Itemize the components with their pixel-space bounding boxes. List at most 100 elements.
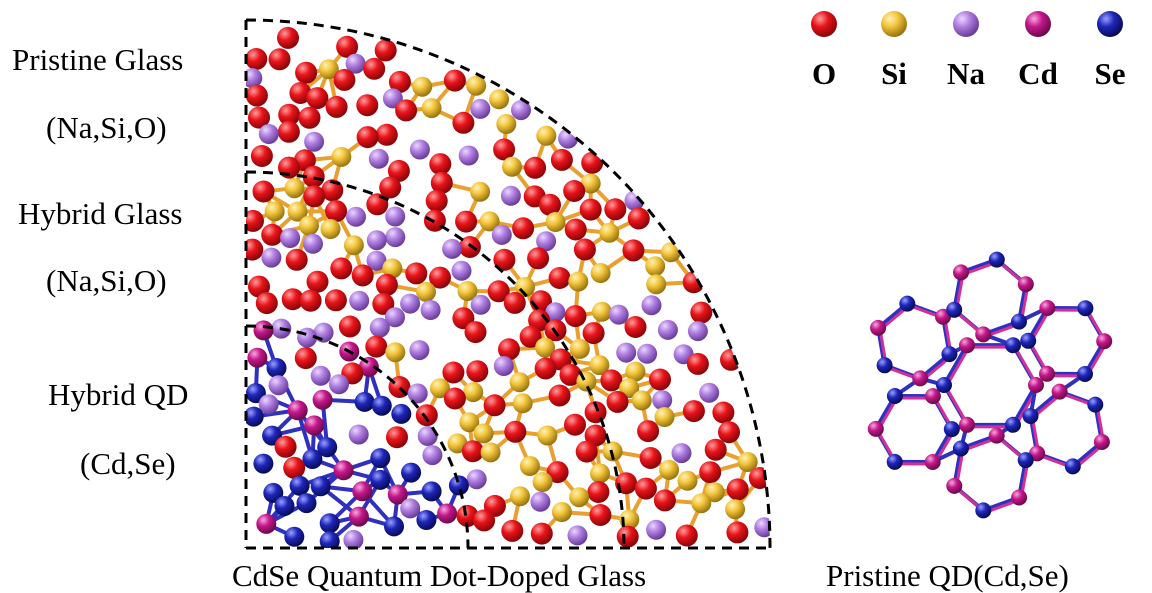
atom-cd xyxy=(333,460,354,481)
atom-na xyxy=(637,343,658,364)
atom-o xyxy=(261,223,284,246)
qd-atom-se xyxy=(1064,458,1081,475)
atom-o xyxy=(246,84,268,107)
atom-na xyxy=(385,307,405,328)
atom-na xyxy=(699,382,720,403)
atom-o xyxy=(528,309,551,332)
atom-si xyxy=(677,470,698,491)
atom-cd xyxy=(437,503,458,524)
atom-o xyxy=(546,461,569,484)
atom-o xyxy=(387,159,410,182)
atom-si xyxy=(430,378,450,399)
atom-si xyxy=(569,338,590,359)
atom-o xyxy=(587,481,610,503)
atom-na xyxy=(417,426,438,446)
atom-si xyxy=(459,412,480,433)
atom-si xyxy=(646,274,667,295)
atom-si xyxy=(510,486,530,507)
legend-marker-se xyxy=(1097,11,1123,37)
atom-o xyxy=(726,521,749,544)
atom-si xyxy=(416,281,436,302)
qd-atom-cd xyxy=(1039,300,1056,316)
atom-o xyxy=(726,478,749,501)
atom-si xyxy=(536,125,557,146)
atom-o xyxy=(686,352,709,375)
qd-atom-se xyxy=(876,357,893,374)
atom-cd xyxy=(387,484,408,505)
atom-o xyxy=(606,390,629,413)
atom-o xyxy=(374,39,397,62)
legend-label-o: O xyxy=(811,56,837,91)
atom-na xyxy=(616,342,637,363)
atom-o xyxy=(277,120,300,143)
atom-na xyxy=(646,519,667,540)
atom-na xyxy=(346,206,366,227)
atom-o xyxy=(324,289,347,312)
atom-na xyxy=(530,491,551,512)
qd-atom-cd xyxy=(975,326,992,343)
legend-marker-o xyxy=(811,11,837,37)
atom-o xyxy=(720,348,742,371)
atom-si xyxy=(691,493,712,514)
outer-boundary-arc xyxy=(245,18,772,549)
atom-o xyxy=(246,48,268,70)
atom-se xyxy=(274,496,295,516)
atom-o xyxy=(274,435,297,458)
qd-atom-cd xyxy=(1028,377,1044,393)
atom-na xyxy=(280,228,301,248)
atom-o xyxy=(534,357,557,380)
atom-se xyxy=(319,513,340,534)
atom-o xyxy=(550,148,573,171)
legend-label-na: Na xyxy=(947,56,985,91)
atom-si xyxy=(535,337,556,358)
atom-o xyxy=(483,394,506,417)
atom-si xyxy=(480,442,501,463)
atom-na xyxy=(657,319,678,340)
atom-o xyxy=(622,239,645,262)
atom-na xyxy=(567,525,588,546)
atom-o xyxy=(248,275,270,298)
atom-o xyxy=(559,363,582,386)
pristine-glass-composition: (Na,Si,O) xyxy=(46,110,167,145)
atom-o xyxy=(452,111,475,134)
atom-se xyxy=(371,395,392,416)
atom-cd xyxy=(247,347,268,368)
atom-na xyxy=(608,304,629,325)
atom-o xyxy=(268,48,291,71)
glass-structure xyxy=(246,26,770,548)
atom-na xyxy=(343,529,364,548)
atom-na xyxy=(420,300,441,320)
atom-si xyxy=(725,499,746,520)
atom-si xyxy=(590,463,610,484)
atom-o xyxy=(748,467,770,489)
atom-si xyxy=(496,114,517,134)
atom-cd xyxy=(312,389,333,410)
atom-o xyxy=(487,280,510,303)
atom-o xyxy=(306,87,329,110)
atom-cd xyxy=(287,400,308,421)
atom-si xyxy=(284,178,305,199)
atom-o xyxy=(338,315,361,338)
atom-na xyxy=(652,390,673,411)
atom-na xyxy=(258,124,279,144)
glass-atoms xyxy=(246,26,770,548)
atom-o xyxy=(356,126,379,149)
legend-marker-cd xyxy=(1025,11,1051,37)
atom-o xyxy=(498,338,520,361)
atom-si xyxy=(489,89,510,110)
atom-o xyxy=(294,347,317,370)
atom-o xyxy=(442,361,465,384)
qd-atom-cd xyxy=(912,370,929,387)
atom-na xyxy=(754,517,770,538)
atom-o xyxy=(395,99,418,122)
atom-o xyxy=(285,248,308,271)
atom-si xyxy=(463,382,484,403)
atom-na xyxy=(303,233,323,254)
atom-si xyxy=(299,215,319,236)
atom-se xyxy=(384,516,404,537)
atom-cd xyxy=(256,513,277,534)
atom-o xyxy=(653,489,676,512)
atom-o xyxy=(455,210,478,233)
atom-si xyxy=(737,452,758,472)
pristine-glass-label: Pristine Glass xyxy=(12,42,184,77)
